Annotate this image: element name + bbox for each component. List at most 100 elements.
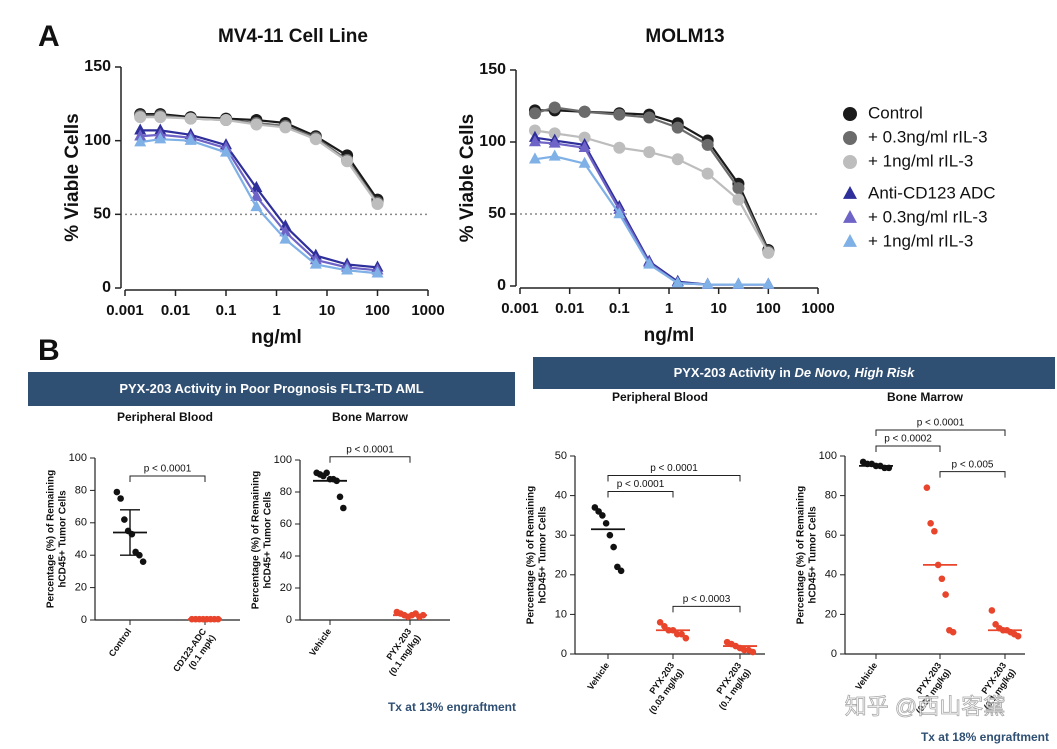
marker [578, 156, 591, 168]
x-tick-label: 1000 [801, 300, 834, 317]
marker [528, 152, 541, 164]
data-point [927, 520, 934, 527]
marker [732, 182, 745, 195]
y-tick-label: 100 [274, 454, 292, 466]
chart-title: Peripheral Blood [117, 410, 213, 424]
legend-label: Control [868, 103, 923, 122]
comparison-bracket [607, 474, 741, 482]
x-tick-label: 10 [710, 300, 727, 317]
marker [341, 155, 354, 168]
y-axis-label: Percentage (%) of Remaining [796, 486, 807, 624]
x-tick-line: Vehicle [586, 661, 612, 692]
data-point [139, 558, 147, 565]
chart-title: Bone Marrow [887, 390, 964, 404]
data-point [336, 493, 344, 501]
y-tick-label: 80 [280, 486, 292, 498]
comparison-bracket [875, 445, 941, 452]
y-tick-label: 0 [81, 614, 87, 626]
marker [220, 114, 232, 127]
chart-title: Bone Marrow [332, 410, 409, 424]
panel-label: B [38, 334, 60, 367]
marker [250, 180, 263, 193]
x-tick-line: Vehicle [854, 661, 880, 692]
comparison-label: p < 0.0001 [617, 479, 665, 490]
x-tick-label: 0.1 [216, 302, 237, 319]
comparison-bracket [607, 490, 674, 498]
data-point [942, 591, 949, 598]
marker [643, 257, 656, 269]
marker [578, 140, 591, 152]
marker [671, 121, 684, 134]
banner [28, 372, 515, 406]
x-tick-label: Vehicle [854, 661, 880, 692]
y-tick-label: 150 [84, 58, 111, 75]
y-tick-label: 100 [84, 132, 111, 149]
chart-title: MV4-11 Cell Line [218, 26, 368, 47]
watermark: 知乎 @西山客黛 [845, 694, 1005, 719]
y-tick-label: 60 [280, 518, 292, 530]
x-tick-label: 100 [756, 300, 781, 317]
data-point [656, 619, 664, 626]
data-point [678, 630, 685, 638]
data-point [931, 527, 938, 535]
comparison-label: p < 0.0001 [650, 463, 698, 474]
banner-part: PYX-203 Activity in Poor Prognosis FLT3-… [119, 381, 423, 396]
marker [548, 127, 561, 140]
marker [154, 111, 167, 124]
x-tick-line: Vehicle [308, 627, 334, 658]
marker [134, 111, 147, 124]
data-point [113, 488, 121, 496]
x-tick-label: CD123-ADC(0.1 mpk) [171, 626, 217, 680]
banner-text: PYX-203 Activity in Poor Prognosis FLT3-… [119, 381, 423, 396]
y-tick-label: 20 [280, 582, 292, 594]
legend-label: + 1ng/ml rIL-3 [868, 231, 973, 250]
comparison-bracket [672, 605, 741, 613]
comparison-bracket [939, 471, 1006, 478]
y-axis-label: hCD45+ Tumor Cells [263, 491, 274, 589]
marker [701, 277, 714, 289]
marker [843, 131, 857, 145]
y-tick-label: 80 [75, 484, 87, 496]
x-tick-label: 100 [365, 302, 390, 319]
data-point [923, 484, 931, 491]
y-tick-label: 20 [555, 569, 567, 581]
y-tick-label: 0 [497, 277, 506, 294]
x-tick-label: 1 [272, 302, 280, 319]
marker [371, 198, 384, 211]
marker [548, 101, 561, 114]
x-tick-label: 0.001 [106, 302, 144, 319]
data-point [602, 520, 610, 527]
y-tick-label: 100 [819, 450, 837, 462]
x-tick-label: 1000 [411, 302, 444, 319]
x-tick-label: Vehicle [586, 661, 612, 692]
legend-label: + 0.3ng/ml rIL-3 [868, 207, 988, 226]
marker [279, 121, 292, 134]
marker [250, 200, 263, 212]
marker [250, 189, 263, 201]
x-tick-label: PYX-203(0.1 mg/kg) [378, 627, 422, 678]
legend-label: + 1ng/ml rIL-3 [868, 151, 973, 170]
y-tick-label: 40 [75, 549, 87, 561]
data-point [988, 607, 996, 614]
x-tick-label: 0.1 [609, 300, 630, 317]
x-tick-label: PYX-203(0.1 mg/kg) [708, 661, 752, 712]
marker [134, 135, 147, 147]
footnote: Tx at 13% engraftment [388, 700, 516, 714]
y-axis-label: hCD45+ Tumor Cells [58, 490, 69, 588]
x-tick-label: 0.01 [161, 302, 190, 319]
marker [279, 232, 292, 244]
y-axis-label: hCD45+ Tumor Cells [808, 506, 819, 604]
marker [613, 108, 626, 121]
y-tick-label: 60 [825, 529, 837, 541]
marker [732, 193, 745, 206]
y-axis-label: Percentage (%) of Remaining [251, 471, 262, 609]
x-axis-label: ng/ml [251, 327, 302, 348]
chart-title: MOLM13 [645, 26, 724, 47]
data-point [661, 622, 668, 630]
panel-label: A [38, 20, 60, 53]
marker [220, 145, 232, 157]
y-axis-label: Percentage (%) of Remaining [46, 470, 57, 608]
y-tick-label: 150 [479, 61, 506, 78]
legend-label: Anti-CD123 ADC [868, 183, 996, 202]
